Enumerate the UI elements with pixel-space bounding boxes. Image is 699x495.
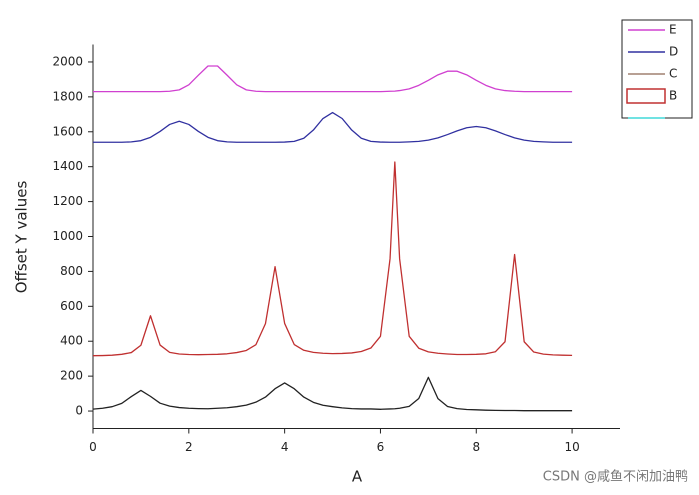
y-tick-label: 1200	[52, 194, 83, 208]
series-line	[93, 65, 573, 93]
series-line	[92, 161, 573, 357]
y-tick-label: 200	[60, 369, 83, 383]
x-tick-label: 0	[89, 440, 97, 454]
y-tick-label: 2000	[52, 54, 83, 68]
series-line	[93, 111, 573, 143]
legend-label: B	[669, 89, 677, 103]
x-tick-label: 4	[281, 440, 289, 454]
y-tick-label: 1000	[52, 229, 83, 243]
legend-swatch	[626, 88, 666, 104]
y-tick-label: 0	[75, 404, 83, 418]
y-axis-title: Offset Y values	[13, 181, 31, 294]
legend-label: E	[669, 23, 677, 37]
x-tick-label: 6	[377, 440, 385, 454]
y-tick-label: 1400	[52, 159, 83, 173]
legend-label: C	[669, 67, 677, 81]
y-tick-label: 1800	[52, 89, 83, 103]
y-tick-label: 400	[60, 334, 83, 348]
series-line	[92, 376, 573, 412]
y-tick-label: 800	[60, 264, 83, 278]
x-tick-label: 8	[472, 440, 480, 454]
x-tick-label: 2	[185, 440, 193, 454]
legend-box	[621, 19, 693, 119]
x-axis-title: A	[352, 468, 363, 486]
legend-label: D	[669, 45, 678, 59]
x-tick-label: 10	[564, 440, 579, 454]
watermark: CSDN @咸鱼不闲加油鸭	[543, 469, 688, 485]
y-tick-label: 600	[60, 299, 83, 313]
y-tick-label: 1600	[52, 124, 83, 138]
